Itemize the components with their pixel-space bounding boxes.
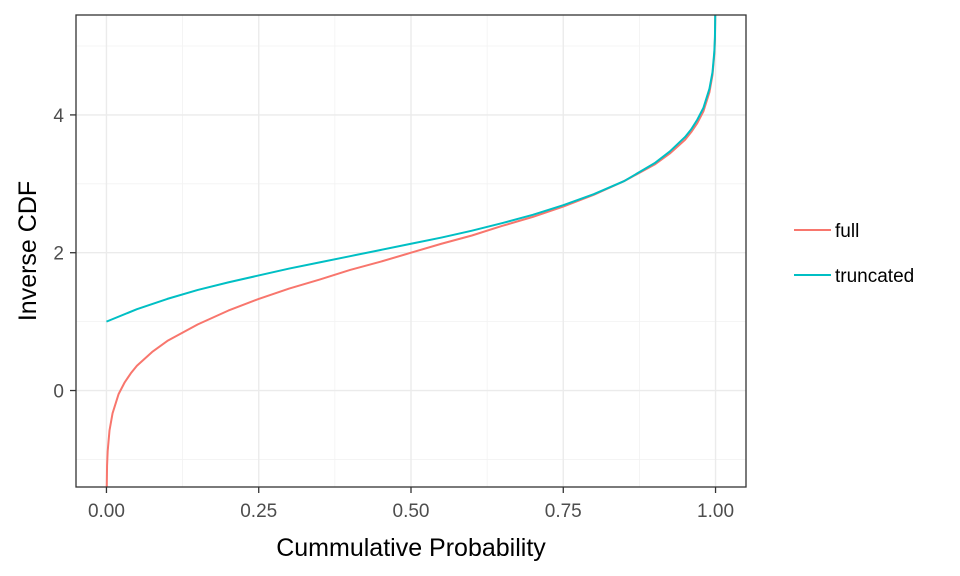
series-line-full bbox=[105, 14, 717, 488]
x-axis-title: Cummulative Probability bbox=[276, 534, 546, 562]
x-tick-label: 0.25 bbox=[240, 501, 277, 522]
legend-label-truncated: truncated bbox=[835, 266, 914, 287]
series-line-truncated bbox=[106, 14, 717, 323]
x-axis: 0.00 0.25 0.50 0.75 1.00 bbox=[88, 487, 734, 522]
x-tick-label: 0.75 bbox=[545, 501, 582, 522]
y-tick-label: 2 bbox=[53, 244, 64, 265]
y-axis-title: Inverse CDF bbox=[14, 181, 42, 321]
series-layer bbox=[105, 14, 717, 488]
x-tick-label: 1.00 bbox=[697, 501, 734, 522]
y-tick-label: 0 bbox=[53, 382, 64, 403]
x-tick-label: 0.50 bbox=[393, 501, 430, 522]
legend-label-full: full bbox=[835, 221, 859, 242]
y-axis: 0 2 4 bbox=[53, 106, 76, 403]
y-tick-label: 4 bbox=[53, 106, 64, 127]
legend: full truncated bbox=[794, 221, 914, 287]
x-tick-label: 0.00 bbox=[88, 501, 125, 522]
